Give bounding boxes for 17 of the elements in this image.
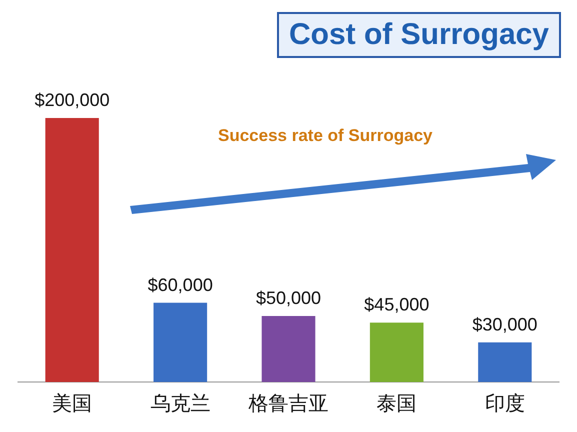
- data-label: $200,000: [34, 90, 110, 110]
- x-tick-label: 泰国: [376, 391, 417, 416]
- data-label: $45,000: [364, 294, 430, 315]
- chart-title: Cost of Surrogacy: [276, 12, 561, 58]
- bar: [45, 118, 99, 382]
- annotation: Success rate of Surrogacy: [218, 126, 432, 146]
- x-tick-label: 美国: [52, 391, 92, 416]
- data-label: $30,000: [472, 314, 538, 334]
- data-label: $60,000: [148, 274, 213, 295]
- bar: [478, 342, 532, 382]
- bar: [370, 322, 424, 382]
- bar: [154, 302, 208, 382]
- x-tick-label: 乌克兰: [150, 391, 210, 416]
- x-tick-label: 格鲁吉亚: [248, 391, 328, 416]
- x-tick-label: 印度: [484, 391, 525, 416]
- bar: [262, 316, 316, 382]
- data-label: $50,000: [256, 288, 322, 308]
